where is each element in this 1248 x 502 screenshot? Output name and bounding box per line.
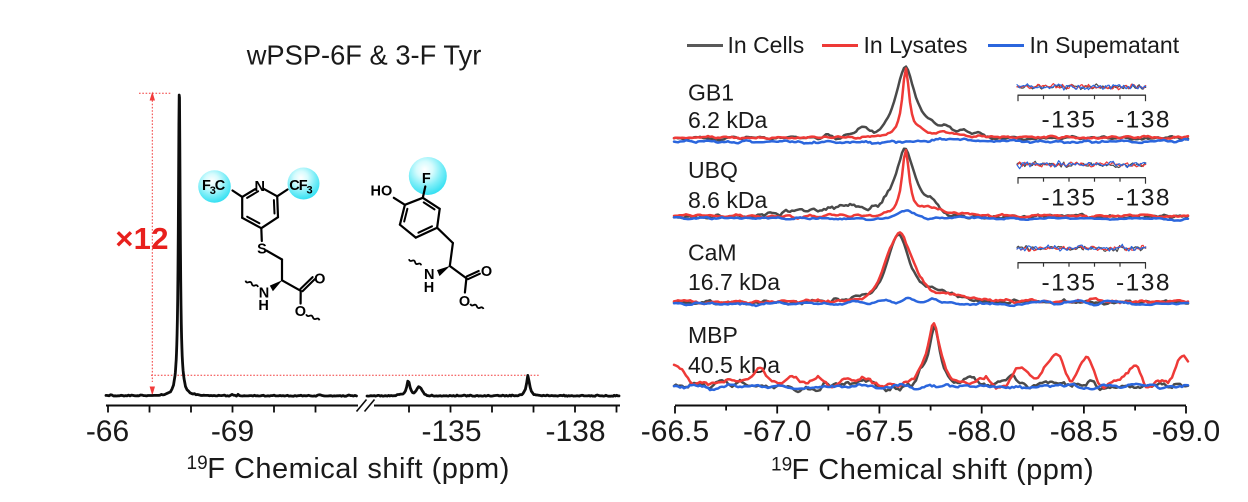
svg-text:F: F (422, 171, 431, 187)
svg-text:N: N (255, 179, 265, 195)
svg-text:×12: ×12 (115, 221, 169, 256)
svg-text:HO: HO (371, 183, 393, 199)
svg-text:N: N (424, 267, 434, 283)
svg-text:C: C (289, 178, 300, 194)
svg-text:-68.0: -68.0 (948, 415, 1016, 448)
svg-text:H: H (258, 298, 268, 314)
svg-text:In Lysates: In Lysates (864, 32, 968, 58)
svg-text:O: O (314, 272, 325, 288)
svg-text:C: C (215, 178, 226, 194)
svg-text:In Supematant: In Supematant (1030, 32, 1180, 58)
svg-text:16.7 kDa: 16.7 kDa (688, 269, 780, 295)
svg-text:-138: -138 (1116, 270, 1171, 297)
svg-text:-138: -138 (1116, 185, 1171, 212)
svg-text:-66.5: -66.5 (641, 415, 709, 448)
svg-text:N: N (259, 286, 269, 302)
svg-text:S: S (257, 242, 267, 258)
svg-text:F: F (202, 178, 211, 194)
svg-text:3: 3 (210, 185, 216, 197)
svg-text:O: O (459, 294, 470, 310)
svg-text:-67.5: -67.5 (845, 415, 913, 448)
svg-text:-135: -135 (421, 415, 481, 448)
svg-text:-66: -66 (86, 415, 129, 448)
svg-text:-135: -135 (1041, 107, 1096, 134)
svg-text:-68.5: -68.5 (1050, 415, 1118, 448)
svg-text:H: H (424, 280, 434, 296)
svg-text:-69: -69 (211, 415, 254, 448)
svg-text:3: 3 (307, 185, 313, 197)
svg-text:GB1: GB1 (688, 80, 734, 106)
svg-text:6.2 kDa: 6.2 kDa (688, 107, 767, 133)
svg-text:19: 19 (187, 453, 208, 474)
svg-text:F Chemical shift (ppm): F Chemical shift (ppm) (792, 454, 1095, 486)
svg-text:-138: -138 (545, 415, 605, 448)
svg-text:O: O (481, 264, 492, 280)
svg-text:UBQ: UBQ (688, 157, 738, 183)
svg-text:-69.0: -69.0 (1152, 415, 1220, 448)
svg-text:In Cells: In Cells (728, 32, 805, 58)
svg-text:CaM: CaM (688, 240, 737, 266)
svg-text:wPSP-6F & 3-F Tyr: wPSP-6F & 3-F Tyr (246, 40, 482, 71)
svg-text:F Chemical shift (ppm): F Chemical shift (ppm) (207, 453, 510, 485)
svg-text:-135: -135 (1041, 185, 1096, 212)
svg-text:-135: -135 (1041, 270, 1096, 297)
svg-text:-138: -138 (1116, 107, 1171, 134)
svg-text:MBP: MBP (688, 322, 738, 348)
svg-text:19: 19 (771, 455, 792, 476)
svg-text:8.6 kDa: 8.6 kDa (688, 187, 767, 213)
svg-text:-67.0: -67.0 (743, 415, 811, 448)
svg-text:F: F (299, 178, 308, 194)
svg-text:O: O (295, 304, 306, 320)
